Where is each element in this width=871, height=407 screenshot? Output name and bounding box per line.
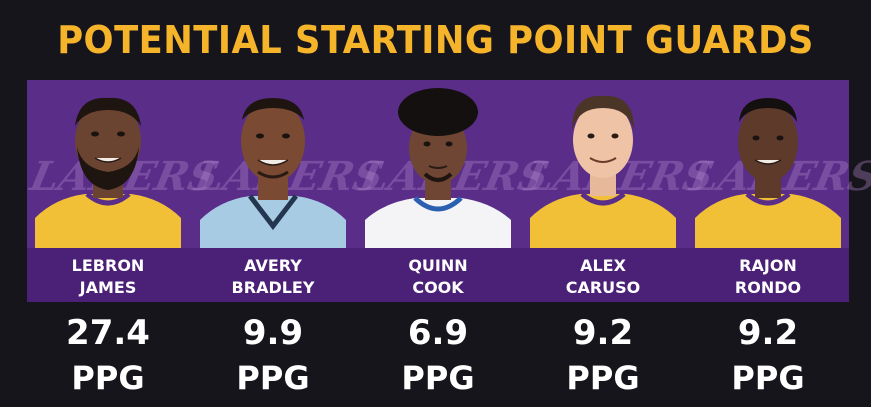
ppg-value: 9.2: [572, 313, 634, 353]
player-name: ALEX CARUSO: [565, 256, 641, 297]
ppg-value: 9.9: [242, 313, 304, 353]
player-name: QUINN COOK: [408, 256, 468, 297]
ppg-label: PPG: [566, 359, 640, 397]
player-name: AVERY BRADLEY: [231, 256, 315, 297]
ppg-label: PPG: [71, 359, 145, 397]
name-bar: [27, 248, 849, 302]
player-photo: [35, 97, 181, 248]
player-photo: [695, 98, 841, 248]
player-card: LAKERS ALEX CARUSO: [521, 80, 718, 302]
ppg-value: 6.9: [407, 313, 469, 353]
player-name: RAJON RONDO: [734, 256, 802, 297]
player-card: LAKERS QUINN COOK: [356, 80, 553, 302]
player-photo: [200, 98, 346, 248]
graphic-title: POTENTIAL STARTING POINT GUARDS: [57, 18, 814, 62]
ppg-label: PPG: [236, 359, 310, 397]
player-card: LAKERS RAJON RONDO: [686, 80, 871, 302]
ppg-value: 9.2: [737, 313, 799, 353]
player-card: LAKERS LEBRON JAMES: [26, 80, 223, 302]
ppg-value: 27.4: [66, 313, 150, 353]
ppg-label: PPG: [401, 359, 475, 397]
player-photo: [530, 95, 676, 248]
player-name: LEBRON JAMES: [71, 256, 145, 297]
player-photo: [365, 88, 511, 248]
player-card: LAKERS AVERY BRADLEY: [191, 80, 388, 302]
ppg-label: PPG: [731, 359, 805, 397]
